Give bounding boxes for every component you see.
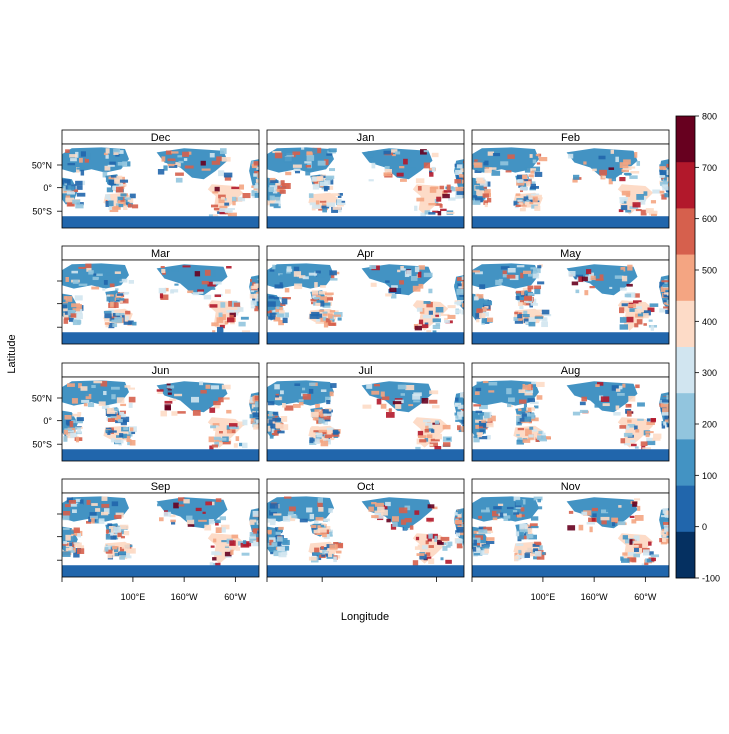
map-panel: Sep [62,479,267,577]
antarctica [62,565,259,577]
lat-tick-label: 0° [43,183,52,193]
lat-tick-label: 50°S [32,440,52,450]
map-field [472,144,675,228]
antarctica [472,216,669,228]
map-panel: Jul [267,363,468,461]
panel-month-label: Jul [358,365,372,377]
land-mass [267,380,334,405]
land-mass [267,496,334,521]
map-panel: Jun [62,363,264,461]
map-field [472,493,675,577]
panel-month-label: Aug [561,365,581,377]
colorbar-swatch [676,116,695,163]
colorbar-swatch [676,162,695,209]
lon-tick-label: 160°W [581,592,609,602]
panel-month-label: Sep [151,481,171,493]
panel-month-label: Oct [357,481,374,493]
map-field [267,377,468,461]
antarctica [62,332,259,344]
colorbar-swatch [676,486,695,532]
map-field [267,493,471,577]
antarctica [472,332,669,344]
colorbar-tick-label: 400 [702,317,717,327]
map-field [267,260,472,344]
lon-tick-label: 60°W [224,592,247,602]
lat-tick-label: 50°N [32,161,52,171]
map-panel: Nov [472,479,675,577]
map-field [472,260,676,344]
antarctica [472,449,669,461]
colorbar: 800 700 600 500 400 300 200 100 0 -100 [676,112,720,584]
colorbar-swatch [676,439,695,486]
map-field [62,493,267,577]
y-axis-label: Latitude [6,334,18,373]
colorbar-swatch [676,347,695,394]
map-panel: Mar [62,246,267,344]
colorbar-swatch [676,393,695,440]
colorbar-tick-label: 0 [702,522,707,532]
map-panel: Aug [472,363,676,461]
x-axis-label: Longitude [341,611,389,623]
colorbar-tick-label: -100 [702,574,720,584]
colorbar-tick-label: 200 [702,420,717,430]
map-field [267,144,472,228]
panel-month-label: Nov [561,481,581,493]
colorbar-swatch [676,255,695,302]
colorbar-swatch [676,301,695,348]
colorbar-swatch [676,532,695,579]
map-panel: Feb [472,130,675,228]
colorbar-swatch [676,208,695,255]
lat-tick-label: 50°N [32,394,52,404]
map-panel: May [472,246,676,344]
map-panel: Dec [62,130,267,228]
map-panel: Jan [267,130,472,228]
map-field [62,377,264,461]
panel-month-label: Apr [357,248,374,260]
panel-month-label: Jan [357,132,375,144]
map-field [62,260,267,344]
antarctica [267,332,464,344]
colorbar-tick-label: 100 [702,471,717,481]
lon-tick-label: 100°E [531,592,556,602]
lat-tick-label: 0° [43,416,52,426]
antarctica [267,216,464,228]
antarctica [267,449,464,461]
colorbar-tick-label: 700 [702,163,717,173]
lon-tick-label: 60°W [634,592,657,602]
antarctica [267,565,464,577]
map-field [472,377,676,461]
colorbar-tick-label: 500 [702,266,717,276]
map-panel: Apr [267,246,472,344]
panel-month-label: Feb [561,132,580,144]
map-field [62,144,267,228]
panel-month-label: Jun [152,365,170,377]
colorbar-tick-label: 600 [702,214,717,224]
land-mass [62,263,129,288]
lat-tick-label: 50°S [32,207,52,217]
colorbar-tick-label: 800 [702,112,717,122]
map-panels: Dec Jan Feb Mar Apr May Jun Jul Aug Sep Oct Nov [62,130,676,577]
antarctica [62,449,259,461]
panel-month-label: Dec [151,132,171,144]
antarctica [472,565,669,577]
map-panel: Oct [267,479,471,577]
antarctica [62,216,259,228]
colorbar-tick-label: 300 [702,368,717,378]
panel-month-label: May [560,248,581,260]
lon-tick-label: 160°W [171,592,199,602]
lon-tick-label: 100°E [121,592,146,602]
panel-month-label: Mar [151,248,170,260]
